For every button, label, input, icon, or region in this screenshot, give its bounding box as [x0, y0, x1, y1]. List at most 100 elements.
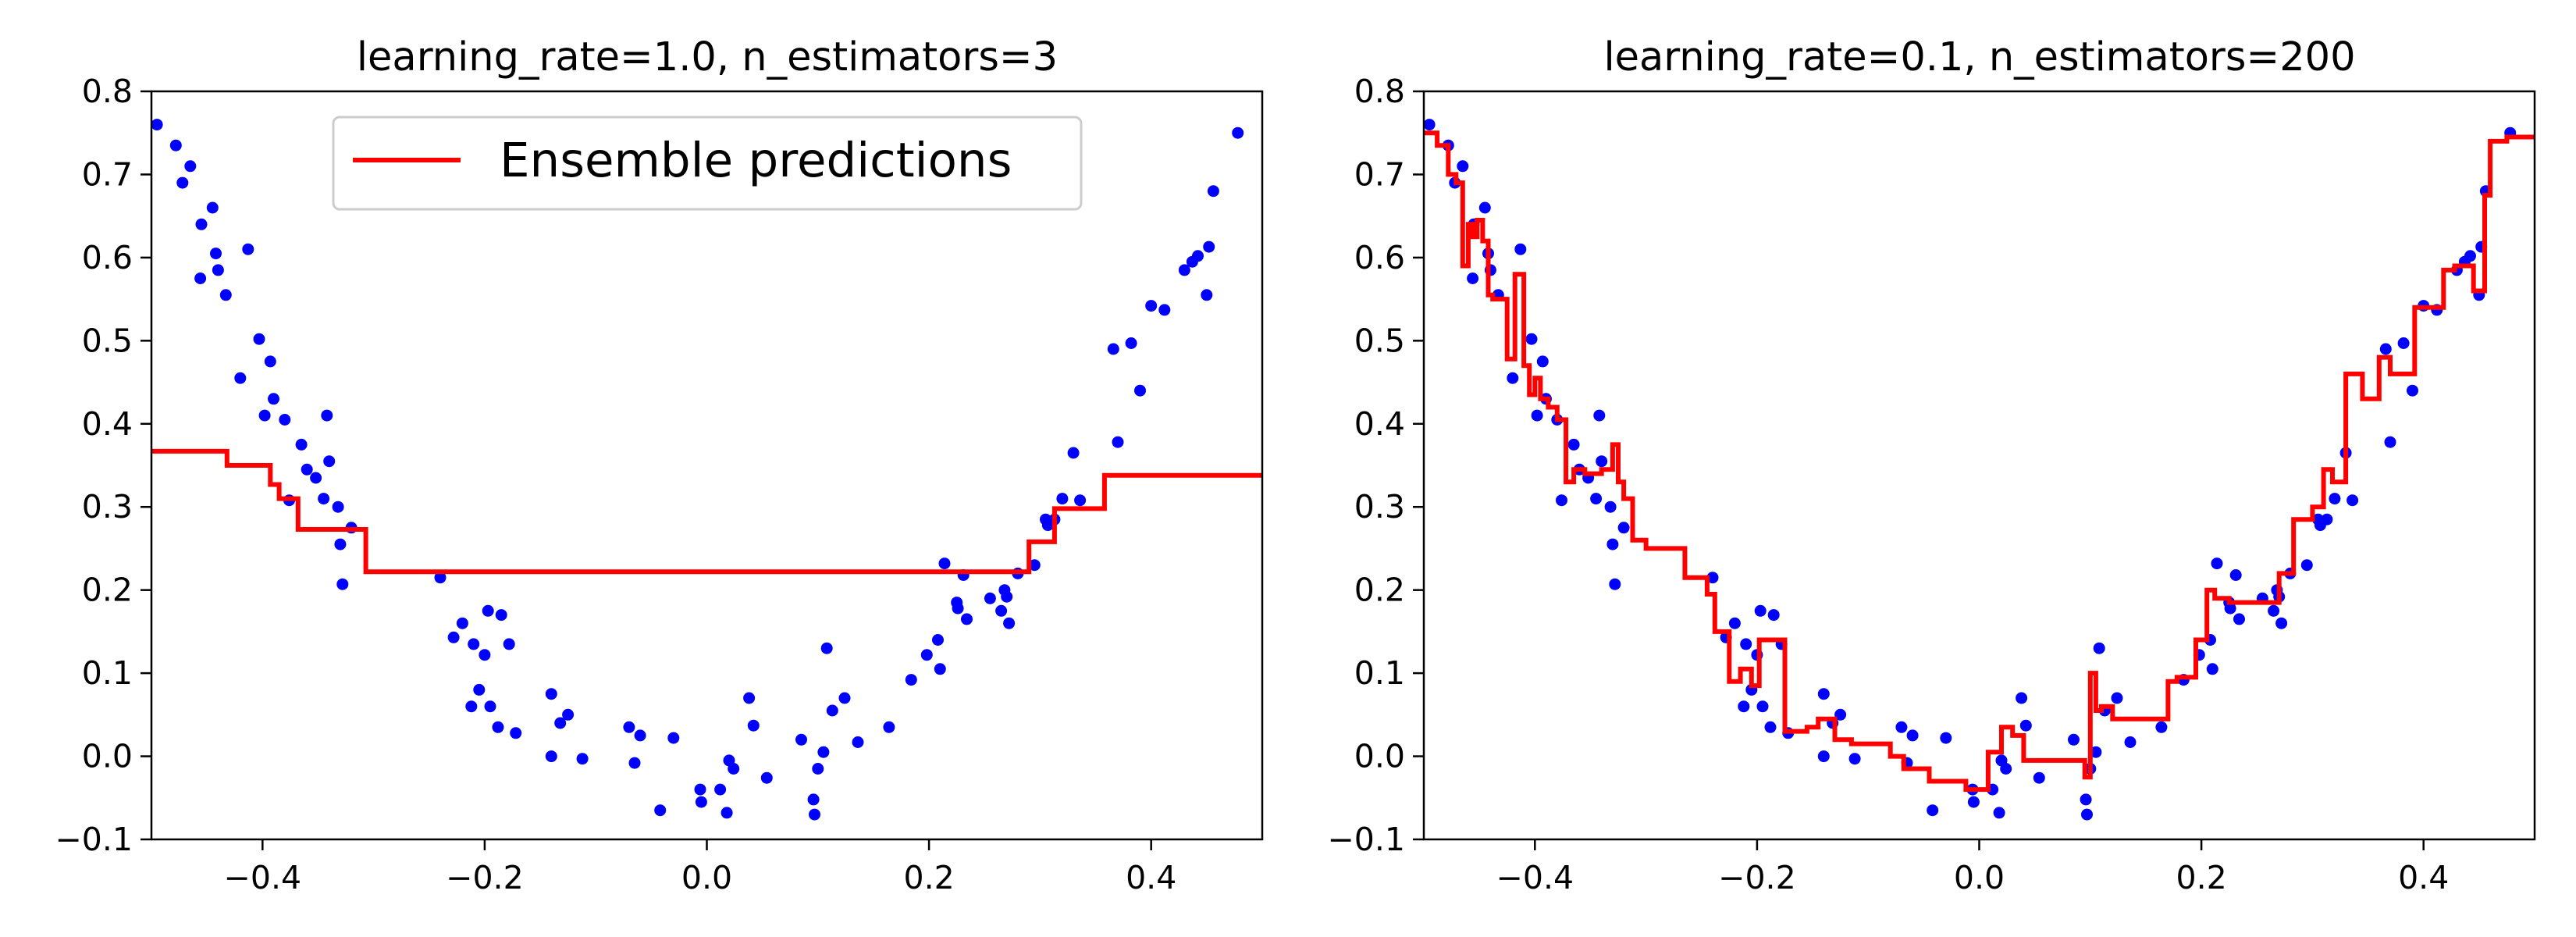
scatter-point [279, 414, 291, 426]
scatter-point [1178, 264, 1190, 276]
scatter-point [2211, 558, 2223, 570]
x-tick-label: −0.4 [224, 859, 302, 896]
scatter-point [1754, 604, 1767, 617]
scatter-point [932, 634, 944, 646]
scatter-point [334, 538, 347, 550]
scatter-point [482, 604, 494, 617]
scatter-point [1203, 240, 1215, 253]
scatter-point [545, 688, 557, 700]
scatter-point [1728, 617, 1741, 629]
scatter-point [184, 160, 197, 173]
y-tick-label: 0.2 [1354, 572, 1405, 609]
scatter-point [809, 808, 820, 821]
scatter-point [1232, 126, 1244, 139]
x-tick-label: 0.0 [681, 859, 732, 896]
scatter-point [720, 807, 733, 819]
scatter-point [468, 638, 480, 650]
scatter-point [2384, 436, 2396, 448]
y-tick-label: 0.0 [1354, 738, 1405, 775]
scatter-point [817, 746, 830, 758]
scatter-point [473, 683, 486, 696]
scatter-point [195, 218, 208, 230]
y-tick-label: 0.7 [82, 155, 133, 193]
scatter-point [434, 572, 447, 584]
scatter-point [2268, 604, 2280, 617]
scatter-point [465, 700, 478, 713]
scatter-point [2464, 250, 2476, 262]
y-tick-label: 0.1 [1354, 654, 1405, 692]
scatter-point [1525, 333, 1538, 345]
scatter-point [938, 558, 951, 570]
scatter-point [1817, 750, 1830, 763]
legend-label-ensemble-predictions: Ensemble predictions [500, 133, 1012, 188]
scatter-point [634, 729, 646, 742]
scatter-point [2233, 613, 2245, 625]
y-tick-label: 0.5 [1354, 322, 1405, 359]
scatter-point [1207, 185, 1219, 198]
scatter-point [760, 771, 773, 784]
scatter-point [695, 796, 707, 808]
scatter-point [206, 201, 219, 214]
scatter-point [176, 176, 189, 189]
scatter-point [1993, 807, 2005, 819]
scatter-point [920, 649, 933, 661]
scatter-point [484, 700, 496, 713]
right-ensemble-prediction-line [1424, 130, 2535, 793]
scatter-point [1596, 455, 1608, 468]
scatter-point [1125, 337, 1137, 349]
scatter-point [1107, 343, 1119, 355]
scatter-point [1617, 522, 1630, 534]
scatter-point [1706, 572, 1719, 584]
scatter-point [743, 692, 756, 704]
scatter-point [336, 578, 349, 590]
scatter-point [1764, 721, 1777, 733]
x-tick-label: 0.4 [1126, 859, 1176, 896]
scatter-point [1817, 688, 1830, 700]
x-tick-label: −0.4 [1496, 859, 1574, 896]
scatter-point [654, 804, 667, 817]
scatter-point [1606, 538, 1619, 550]
scatter-point [1201, 289, 1213, 301]
scatter-point [1056, 493, 1069, 505]
scatter-point [479, 649, 491, 661]
scatter-point [323, 455, 336, 468]
scatter-point [1895, 721, 1908, 733]
scatter-point [1001, 590, 1013, 603]
scatter-point [826, 704, 838, 717]
scatter-point [1756, 700, 1769, 713]
scatter-point [2397, 337, 2410, 349]
scatter-point [169, 139, 182, 151]
left-ensemble-prediction-line [151, 448, 1262, 575]
scatter-point [310, 472, 322, 484]
scatter-point [2019, 719, 2032, 732]
scatter-point [1478, 201, 1491, 214]
scatter-point [151, 119, 163, 131]
scatter-point [503, 638, 515, 650]
left-chart-title: learning_rate=1.0, n_estimators=3 [357, 34, 1058, 80]
scatter-point [1593, 409, 1606, 422]
scatter-point [318, 493, 330, 505]
scatter-point [628, 757, 641, 769]
y-tick-label: 0.8 [1354, 73, 1405, 110]
scatter-point [1424, 119, 1436, 131]
y-tick-label: 0.8 [82, 73, 133, 110]
y-tick-label: 0.3 [82, 488, 133, 526]
scatter-point [2206, 663, 2218, 675]
scatter-point [2329, 493, 2341, 505]
scatter-point [883, 721, 895, 733]
scatter-point [2080, 793, 2092, 806]
scatter-point [1738, 700, 1750, 713]
scatter-point [2379, 343, 2392, 355]
scatter-point [295, 438, 308, 451]
scatter-point [495, 609, 507, 622]
y-tick-label: 0.2 [82, 572, 133, 609]
scatter-point [268, 393, 279, 405]
y-tick-label: 0.3 [1354, 488, 1405, 526]
x-tick-label: 0.4 [2398, 859, 2449, 896]
scatter-point [795, 733, 807, 746]
scatter-point [2124, 736, 2137, 748]
scatter-point [952, 602, 964, 615]
scatter-point [1145, 300, 1158, 312]
x-tick-label: 0.2 [2176, 859, 2226, 896]
scatter-point [2033, 771, 2045, 784]
